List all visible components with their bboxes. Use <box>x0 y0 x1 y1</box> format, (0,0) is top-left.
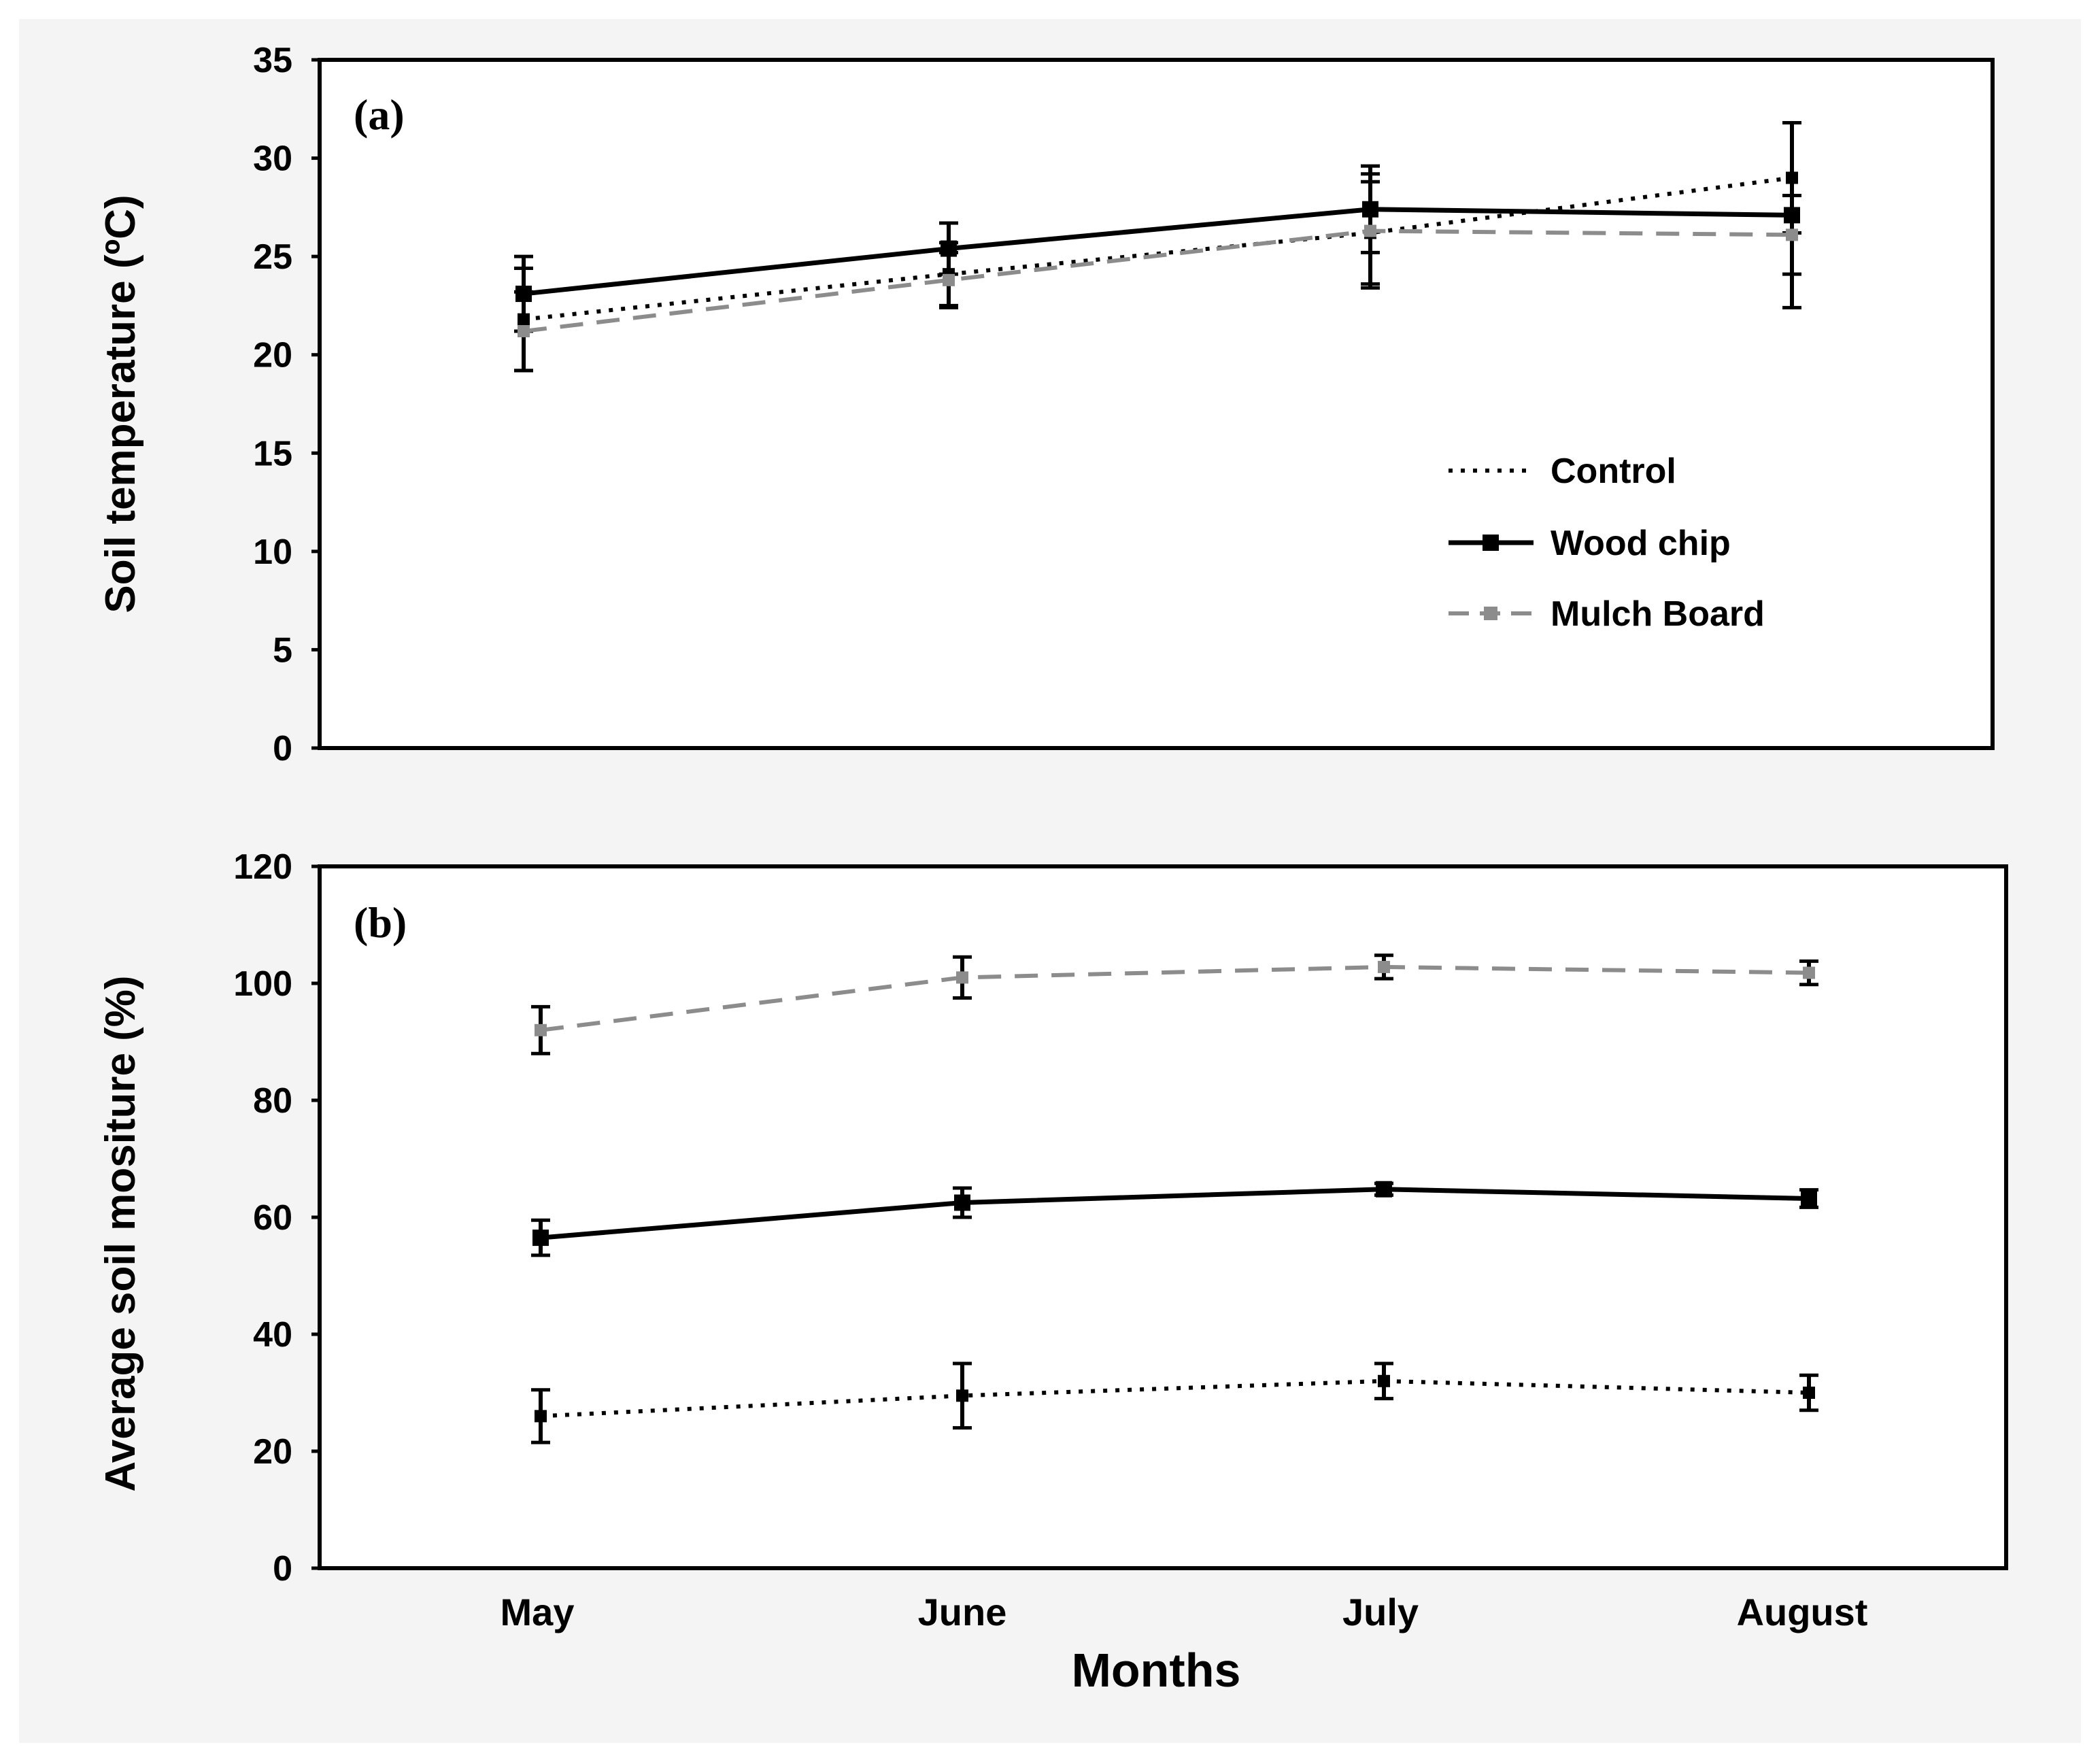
data-point-control <box>535 1410 547 1423</box>
y-tick-label: 0 <box>273 1549 292 1589</box>
data-point-control <box>1378 1374 1390 1387</box>
y-tick-label: 5 <box>273 630 292 670</box>
data-point-mulch-board <box>1378 960 1390 973</box>
data-point-mulch-board <box>1786 228 1798 241</box>
series-line-mulch-board <box>540 964 1810 1032</box>
data-point-mulch-board <box>1803 966 1815 979</box>
panel-a-y-axis-title: Soil temperature (ºC) <box>97 194 144 613</box>
y-tick-label: 25 <box>253 237 292 277</box>
panel-b-plot-area <box>318 864 2008 1570</box>
y-tick-label: 35 <box>253 41 292 80</box>
legend-control-label: Control <box>1551 452 1676 491</box>
y-tick-label: 60 <box>253 1198 292 1238</box>
data-point-control <box>1803 1387 1815 1399</box>
data-point-wood-chip <box>532 1230 549 1247</box>
series-line-control <box>540 1378 1810 1419</box>
x-tick-label: May <box>501 1591 575 1633</box>
data-point-control <box>956 1389 968 1402</box>
y-tick-label: 10 <box>253 532 292 572</box>
legend-wood-chip-marker <box>1483 535 1499 551</box>
series-line-mulch-board <box>523 228 1793 333</box>
data-point-mulch-board <box>518 325 530 338</box>
legend-mulch-board-marker <box>1484 607 1497 620</box>
x-tick-label: July <box>1342 1591 1419 1633</box>
panel-b-y-axis-title: Average soil mositure (%) <box>97 975 144 1491</box>
legend: Control Wood chip Mulch Board <box>1449 452 1765 634</box>
y-tick-label: 120 <box>233 847 292 887</box>
series-line-wood-chip <box>540 1187 1810 1240</box>
y-tick-label: 30 <box>253 139 292 179</box>
y-tick-label: 20 <box>253 336 292 375</box>
data-point-wood-chip <box>954 1194 970 1211</box>
y-tick-label: 0 <box>273 729 292 768</box>
data-point-mulch-board <box>1364 224 1376 237</box>
x-tick-label: August <box>1737 1591 1868 1633</box>
panel-a-soil-temperature: (a) Soil temperature (ºC) 0 5 10 15 20 25 30 35… <box>97 41 1995 768</box>
y-tick-label: 80 <box>253 1081 292 1121</box>
y-tick-label: 100 <box>233 964 292 1004</box>
data-point-mulch-board <box>535 1023 547 1036</box>
y-tick-label: 15 <box>253 434 292 473</box>
series-line-wood-chip <box>523 207 1793 297</box>
data-point-mulch-board <box>943 273 955 286</box>
x-tick-label: June <box>918 1591 1007 1633</box>
data-point-wood-chip <box>1376 1181 1392 1198</box>
legend-mulch-board-label: Mulch Board <box>1551 594 1765 634</box>
panel-b-label: (b) <box>354 898 407 947</box>
panel-b-soil-moisture: (b) Average soil mositure (%) 0 20 40 60 80 1… <box>97 847 2008 1697</box>
panel-a-plot-area <box>318 58 1995 750</box>
y-tick-label: 40 <box>253 1315 292 1355</box>
legend-wood-chip-label: Wood chip <box>1551 524 1731 563</box>
x-axis-title: Months <box>1072 1644 1241 1697</box>
data-point-wood-chip <box>1801 1190 1817 1207</box>
panel-a-label: (a) <box>354 90 405 139</box>
data-point-mulch-board <box>956 971 968 984</box>
y-tick-label: 20 <box>253 1432 292 1472</box>
